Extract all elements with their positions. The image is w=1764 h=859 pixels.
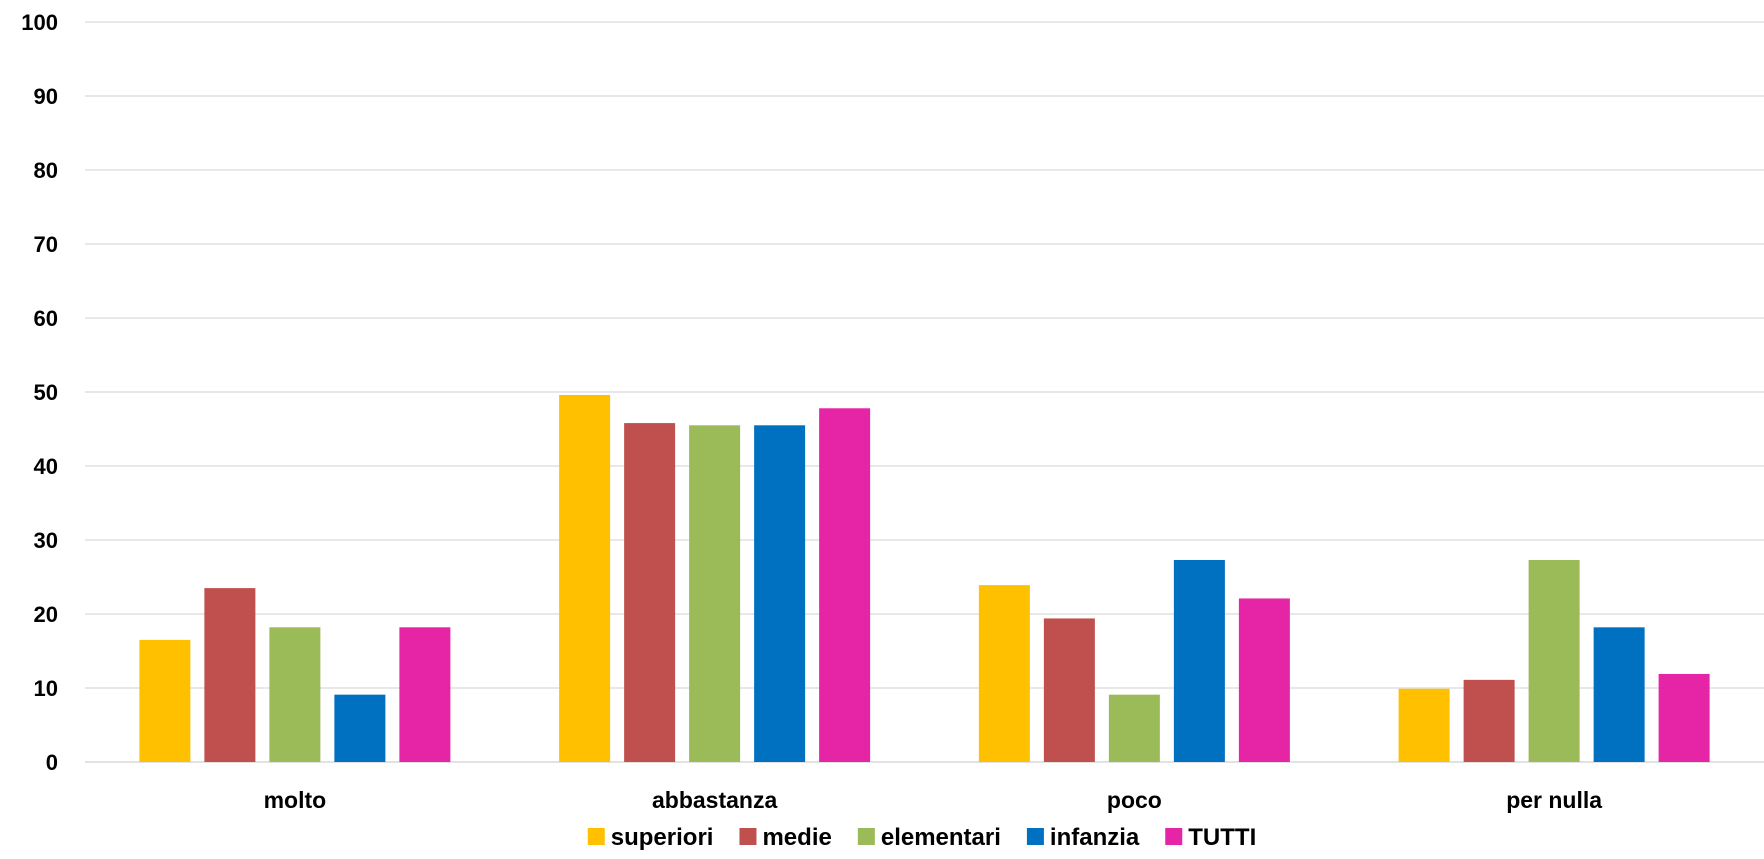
legend-label-infanzia: infanzia <box>1050 824 1140 851</box>
y-tick-label: 10 <box>34 676 58 701</box>
bar-infanzia-poco <box>1173 559 1225 762</box>
y-tick-label: 80 <box>34 158 58 183</box>
bar-superiori-molto <box>139 639 191 762</box>
y-tick-label: 90 <box>34 84 58 109</box>
y-tick-label: 50 <box>34 380 58 405</box>
bar-elementari-poco <box>1108 694 1160 762</box>
bar-infanzia-abbastanza <box>754 425 806 762</box>
y-tick-label: 0 <box>46 750 58 775</box>
y-tick-label: 60 <box>34 306 58 331</box>
category-label: per nulla <box>1506 787 1602 813</box>
bar-tutti-poco <box>1238 598 1290 762</box>
legend-swatch-infanzia <box>1026 828 1044 845</box>
x-axis-categories: molto abbastanza poco per nulla <box>264 787 1603 813</box>
bar-elementari-per-nulla <box>1528 559 1580 762</box>
y-tick-label: 30 <box>34 528 58 553</box>
y-tick-label: 100 <box>21 10 58 35</box>
y-axis-ticks: 0 10 20 30 40 50 60 70 80 90 100 <box>21 10 58 775</box>
legend-swatch-medie <box>739 828 757 845</box>
category-label: molto <box>264 787 327 813</box>
legend-label-tutti: TUTTI <box>1188 824 1256 851</box>
y-tick-label: 20 <box>34 602 58 627</box>
bar-infanzia-molto <box>334 694 386 762</box>
category-label: poco <box>1107 787 1162 813</box>
y-tick-label: 70 <box>34 232 58 257</box>
gridlines <box>85 21 1764 763</box>
legend-swatch-superiori <box>587 828 605 845</box>
bar-medie-poco <box>1043 618 1095 762</box>
legend-label-superiori: superiori <box>611 824 714 851</box>
bar-superiori-per-nulla <box>1398 688 1450 762</box>
y-tick-label: 40 <box>34 454 58 479</box>
legend-label-elementari: elementari <box>881 824 1001 851</box>
bar-infanzia-per-nulla <box>1593 627 1645 762</box>
bar-superiori-poco <box>978 585 1030 762</box>
legend: superiori medie elementari infanzia TUTTI <box>587 824 1256 851</box>
bar-tutti-per-nulla <box>1658 673 1710 762</box>
bar-medie-molto <box>204 588 256 762</box>
bar-medie-per-nulla <box>1463 679 1515 762</box>
category-label: abbastanza <box>652 787 777 813</box>
bar-superiori-abbastanza <box>559 394 611 762</box>
bars <box>139 394 1710 762</box>
legend-swatch-tutti <box>1165 828 1183 845</box>
bar-elementari-molto <box>269 627 321 762</box>
bar-elementari-abbastanza <box>689 425 741 762</box>
legend-label-medie: medie <box>762 824 831 851</box>
bar-medie-abbastanza <box>624 423 676 762</box>
bar-tutti-abbastanza <box>819 408 871 762</box>
bar-tutti-molto <box>399 627 451 762</box>
legend-swatch-elementari <box>857 828 875 845</box>
